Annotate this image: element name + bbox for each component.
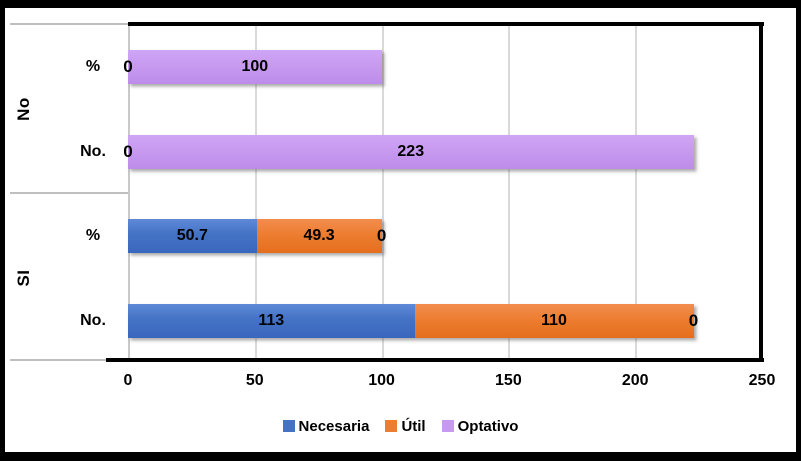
- category-separator-middle: [10, 192, 128, 194]
- category-measure-label: %: [85, 227, 101, 244]
- zero-value-label: 0: [123, 57, 133, 76]
- bar-segment-optativo: 223: [128, 134, 694, 169]
- legend-item-util: Útil: [385, 417, 426, 435]
- bar-segment-util: 110: [414, 303, 694, 338]
- legend-swatch-optativo: [441, 420, 454, 432]
- bar-value-label: 110: [541, 311, 567, 329]
- bar-row: 50.7 49.3: [128, 219, 382, 253]
- legend-item-necesaria: Necesaria: [282, 417, 370, 435]
- gridline: [128, 24, 130, 358]
- gridline: [254, 24, 257, 358]
- category-measure-label: No.: [80, 142, 106, 160]
- category-measure-label: %: [85, 58, 101, 75]
- category-group-label-si: SI: [14, 269, 33, 287]
- category-group-label-no: No: [14, 97, 33, 122]
- bar-row: 100: [128, 50, 382, 84]
- plot-area: 100 0 223 0 50.7 49.3 0 113 110 0: [123, 24, 762, 358]
- bar-value-label: 113: [258, 311, 285, 329]
- gridline: [635, 24, 638, 358]
- legend-label: Útil: [401, 417, 426, 435]
- x-tick-label: 50: [245, 372, 264, 389]
- zero-value-label: 0: [123, 141, 133, 161]
- category-separator-top: [10, 23, 128, 25]
- plot-top-border: [128, 22, 764, 26]
- bar-value-label: 223: [397, 142, 425, 160]
- bar-row: 223: [128, 134, 694, 169]
- x-tick-label: 150: [495, 372, 522, 389]
- legend: Necesaria Útil Optativo: [5, 414, 796, 438]
- bar-segment-optativo: 100: [128, 50, 382, 84]
- x-tick-label: 250: [748, 372, 776, 389]
- gridline: [508, 24, 511, 358]
- legend-swatch-util: [385, 420, 398, 432]
- x-tick-label: 200: [621, 372, 649, 389]
- x-tick-label: 100: [368, 372, 395, 389]
- bar-segment-necesaria: 113: [128, 303, 415, 338]
- bar-value-label: 50.7: [176, 227, 208, 244]
- x-axis-line: [106, 358, 764, 362]
- bar-value-label: 100: [241, 58, 269, 75]
- zero-value-label: 0: [688, 310, 699, 330]
- bar-value-label: 49.3: [303, 227, 335, 244]
- bar-row: 113 110: [128, 303, 694, 338]
- zero-value-label: 0: [376, 226, 387, 245]
- legend-item-optativo: Optativo: [441, 417, 519, 435]
- category-separator-bottom: [10, 359, 107, 361]
- plot-right-border: [759, 22, 763, 362]
- legend-swatch-necesaria: [282, 420, 295, 432]
- bar-segment-necesaria: 50.7: [128, 219, 257, 253]
- bar-segment-util: 49.3: [256, 219, 382, 253]
- legend-label: Necesaria: [298, 417, 370, 435]
- legend-label: Optativo: [457, 417, 519, 435]
- x-tick-label: 0: [123, 372, 133, 389]
- category-measure-label: No.: [80, 311, 106, 329]
- gridline: [381, 24, 384, 358]
